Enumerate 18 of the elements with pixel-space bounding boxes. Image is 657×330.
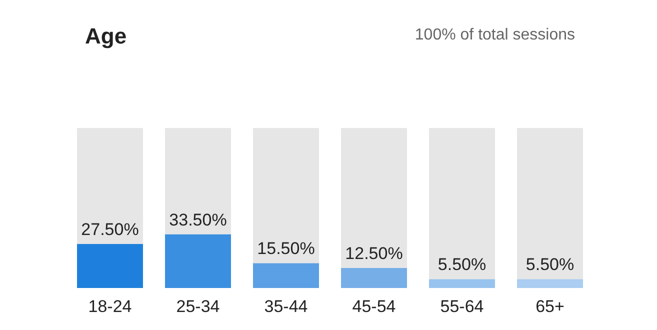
data-label: 5.50%: [438, 255, 486, 274]
x-tick-label: 25-34: [176, 297, 220, 316]
x-tick-label: 45-54: [352, 297, 396, 316]
data-label: 5.50%: [526, 255, 574, 274]
bar: [429, 279, 495, 288]
x-tick-label: 55-64: [440, 297, 484, 316]
chart-title: Age: [85, 24, 127, 48]
x-tick-label: 65+: [536, 297, 564, 316]
data-label: 12.50%: [345, 244, 403, 263]
bar: [341, 268, 407, 288]
chart-subtitle: 100% of total sessions: [414, 26, 575, 44]
data-label: 27.50%: [81, 220, 139, 239]
bar: [517, 279, 583, 288]
bar: [253, 263, 319, 288]
data-label: 33.50%: [169, 210, 227, 230]
x-tick-label: 18-24: [88, 297, 132, 316]
data-label: 15.50%: [257, 239, 315, 258]
x-tick-label: 35-44: [264, 297, 308, 316]
